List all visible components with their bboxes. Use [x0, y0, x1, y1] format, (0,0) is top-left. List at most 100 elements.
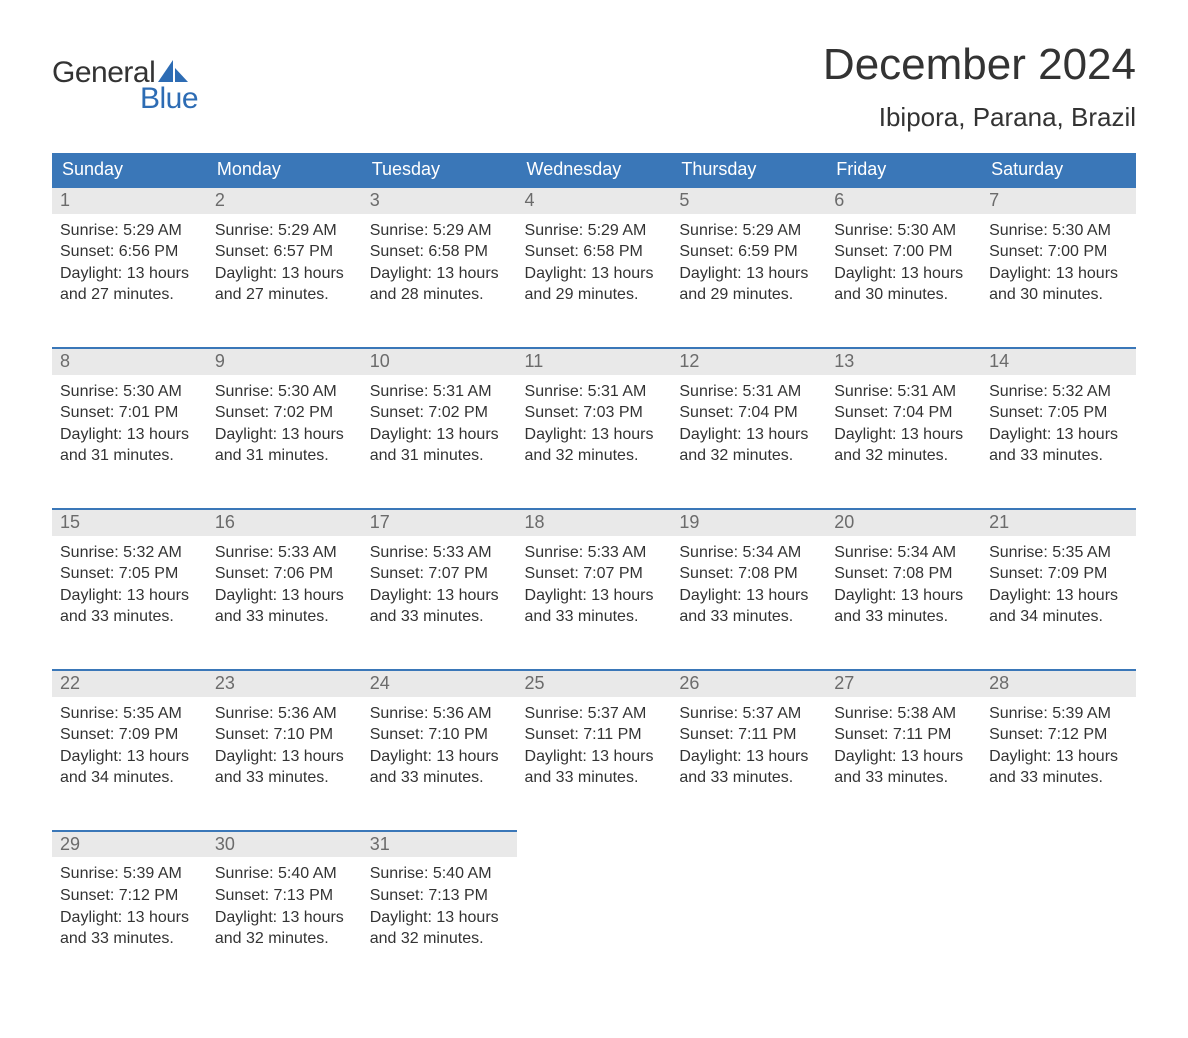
day-number: 20 — [826, 510, 981, 536]
sunset-line: Sunset: 7:09 PM — [989, 563, 1128, 585]
day-cell: 28Sunrise: 5:39 AMSunset: 7:12 PMDayligh… — [981, 670, 1136, 817]
sunrise-line: Sunrise: 5:40 AM — [215, 863, 354, 885]
sunrise-line: Sunrise: 5:29 AM — [215, 220, 354, 242]
daylight-line-2: and 33 minutes. — [679, 606, 818, 628]
daylight-line-1: Daylight: 13 hours — [215, 746, 354, 768]
daylight-line-2: and 30 minutes. — [834, 284, 973, 306]
sunset-line: Sunset: 7:00 PM — [834, 241, 973, 263]
daylight-line-1: Daylight: 13 hours — [679, 585, 818, 607]
sunrise-line: Sunrise: 5:37 AM — [679, 703, 818, 725]
daylight-line-2: and 31 minutes. — [60, 445, 199, 467]
day-body: Sunrise: 5:39 AMSunset: 7:12 PMDaylight:… — [981, 697, 1136, 817]
day-number: 25 — [517, 671, 672, 697]
sunset-line: Sunset: 7:11 PM — [679, 724, 818, 746]
sunrise-line: Sunrise: 5:39 AM — [60, 863, 199, 885]
daylight-line-1: Daylight: 13 hours — [525, 424, 664, 446]
daylight-line-2: and 33 minutes. — [60, 928, 199, 950]
day-cell: 10Sunrise: 5:31 AMSunset: 7:02 PMDayligh… — [362, 348, 517, 495]
daylight-line-1: Daylight: 13 hours — [834, 585, 973, 607]
sunrise-line: Sunrise: 5:31 AM — [834, 381, 973, 403]
daylight-line-1: Daylight: 13 hours — [215, 585, 354, 607]
day-body: Sunrise: 5:29 AMSunset: 6:59 PMDaylight:… — [671, 214, 826, 334]
daylight-line-1: Daylight: 13 hours — [215, 907, 354, 929]
daylight-line-2: and 33 minutes. — [525, 767, 664, 789]
daylight-line-1: Daylight: 13 hours — [525, 585, 664, 607]
week-row: 22Sunrise: 5:35 AMSunset: 7:09 PMDayligh… — [52, 670, 1136, 817]
daylight-line-1: Daylight: 13 hours — [60, 907, 199, 929]
daylight-line-2: and 30 minutes. — [989, 284, 1128, 306]
day-number: 6 — [826, 188, 981, 214]
day-body: Sunrise: 5:33 AMSunset: 7:07 PMDaylight:… — [517, 536, 672, 656]
sunrise-line: Sunrise: 5:34 AM — [834, 542, 973, 564]
sunset-line: Sunset: 7:09 PM — [60, 724, 199, 746]
sunset-line: Sunset: 7:07 PM — [370, 563, 509, 585]
daylight-line-1: Daylight: 13 hours — [679, 424, 818, 446]
daylight-line-1: Daylight: 13 hours — [215, 263, 354, 285]
day-body: Sunrise: 5:33 AMSunset: 7:07 PMDaylight:… — [362, 536, 517, 656]
logo-text-blue: Blue — [140, 82, 198, 116]
day-body: Sunrise: 5:34 AMSunset: 7:08 PMDaylight:… — [671, 536, 826, 656]
sunset-line: Sunset: 7:11 PM — [834, 724, 973, 746]
daylight-line-1: Daylight: 13 hours — [834, 263, 973, 285]
daylight-line-1: Daylight: 13 hours — [60, 424, 199, 446]
day-number: 28 — [981, 671, 1136, 697]
day-cell: 13Sunrise: 5:31 AMSunset: 7:04 PMDayligh… — [826, 348, 981, 495]
daylight-line-2: and 31 minutes. — [370, 445, 509, 467]
day-body: Sunrise: 5:35 AMSunset: 7:09 PMDaylight:… — [52, 697, 207, 817]
calendar-body: 1Sunrise: 5:29 AMSunset: 6:56 PMDaylight… — [52, 187, 1136, 978]
day-cell: 14Sunrise: 5:32 AMSunset: 7:05 PMDayligh… — [981, 348, 1136, 495]
sunrise-line: Sunrise: 5:30 AM — [989, 220, 1128, 242]
sunset-line: Sunset: 7:08 PM — [679, 563, 818, 585]
sunrise-line: Sunrise: 5:31 AM — [525, 381, 664, 403]
daylight-line-1: Daylight: 13 hours — [370, 424, 509, 446]
daylight-line-2: and 33 minutes. — [370, 767, 509, 789]
day-number: 8 — [52, 349, 207, 375]
sunset-line: Sunset: 7:05 PM — [989, 402, 1128, 424]
day-cell: 19Sunrise: 5:34 AMSunset: 7:08 PMDayligh… — [671, 509, 826, 656]
daylight-line-2: and 32 minutes. — [679, 445, 818, 467]
daylight-line-2: and 32 minutes. — [215, 928, 354, 950]
day-body: Sunrise: 5:29 AMSunset: 6:58 PMDaylight:… — [362, 214, 517, 334]
sunrise-line: Sunrise: 5:30 AM — [834, 220, 973, 242]
sunrise-line: Sunrise: 5:32 AM — [60, 542, 199, 564]
day-number: 22 — [52, 671, 207, 697]
day-cell: 3Sunrise: 5:29 AMSunset: 6:58 PMDaylight… — [362, 187, 517, 334]
day-body: Sunrise: 5:35 AMSunset: 7:09 PMDaylight:… — [981, 536, 1136, 656]
day-cell — [981, 831, 1136, 978]
daylight-line-2: and 31 minutes. — [215, 445, 354, 467]
daylight-line-1: Daylight: 13 hours — [989, 746, 1128, 768]
sunset-line: Sunset: 7:01 PM — [60, 402, 199, 424]
day-cell: 22Sunrise: 5:35 AMSunset: 7:09 PMDayligh… — [52, 670, 207, 817]
month-title: December 2024 — [823, 40, 1136, 90]
daylight-line-2: and 29 minutes. — [525, 284, 664, 306]
title-block: December 2024 Ibipora, Parana, Brazil — [823, 40, 1136, 133]
sunset-line: Sunset: 7:02 PM — [215, 402, 354, 424]
daylight-line-2: and 33 minutes. — [989, 767, 1128, 789]
sunset-line: Sunset: 6:59 PM — [679, 241, 818, 263]
weekday-header: Wednesday — [517, 153, 672, 187]
day-cell — [517, 831, 672, 978]
day-number: 13 — [826, 349, 981, 375]
daylight-line-1: Daylight: 13 hours — [370, 746, 509, 768]
day-number: 9 — [207, 349, 362, 375]
day-number: 14 — [981, 349, 1136, 375]
day-number: 24 — [362, 671, 517, 697]
sunrise-line: Sunrise: 5:29 AM — [525, 220, 664, 242]
sunset-line: Sunset: 7:05 PM — [60, 563, 199, 585]
daylight-line-1: Daylight: 13 hours — [834, 424, 973, 446]
day-cell: 27Sunrise: 5:38 AMSunset: 7:11 PMDayligh… — [826, 670, 981, 817]
calendar-page: General Blue December 2024 Ibipora, Para… — [0, 0, 1188, 1038]
sunrise-line: Sunrise: 5:35 AM — [60, 703, 199, 725]
daylight-line-1: Daylight: 13 hours — [370, 585, 509, 607]
daylight-line-1: Daylight: 13 hours — [989, 263, 1128, 285]
sunrise-line: Sunrise: 5:33 AM — [215, 542, 354, 564]
day-number: 5 — [671, 188, 826, 214]
day-cell: 16Sunrise: 5:33 AMSunset: 7:06 PMDayligh… — [207, 509, 362, 656]
sunset-line: Sunset: 7:03 PM — [525, 402, 664, 424]
daylight-line-2: and 27 minutes. — [60, 284, 199, 306]
daylight-line-2: and 33 minutes. — [834, 767, 973, 789]
day-cell: 7Sunrise: 5:30 AMSunset: 7:00 PMDaylight… — [981, 187, 1136, 334]
day-number: 29 — [52, 832, 207, 858]
day-cell: 8Sunrise: 5:30 AMSunset: 7:01 PMDaylight… — [52, 348, 207, 495]
week-row: 15Sunrise: 5:32 AMSunset: 7:05 PMDayligh… — [52, 509, 1136, 656]
